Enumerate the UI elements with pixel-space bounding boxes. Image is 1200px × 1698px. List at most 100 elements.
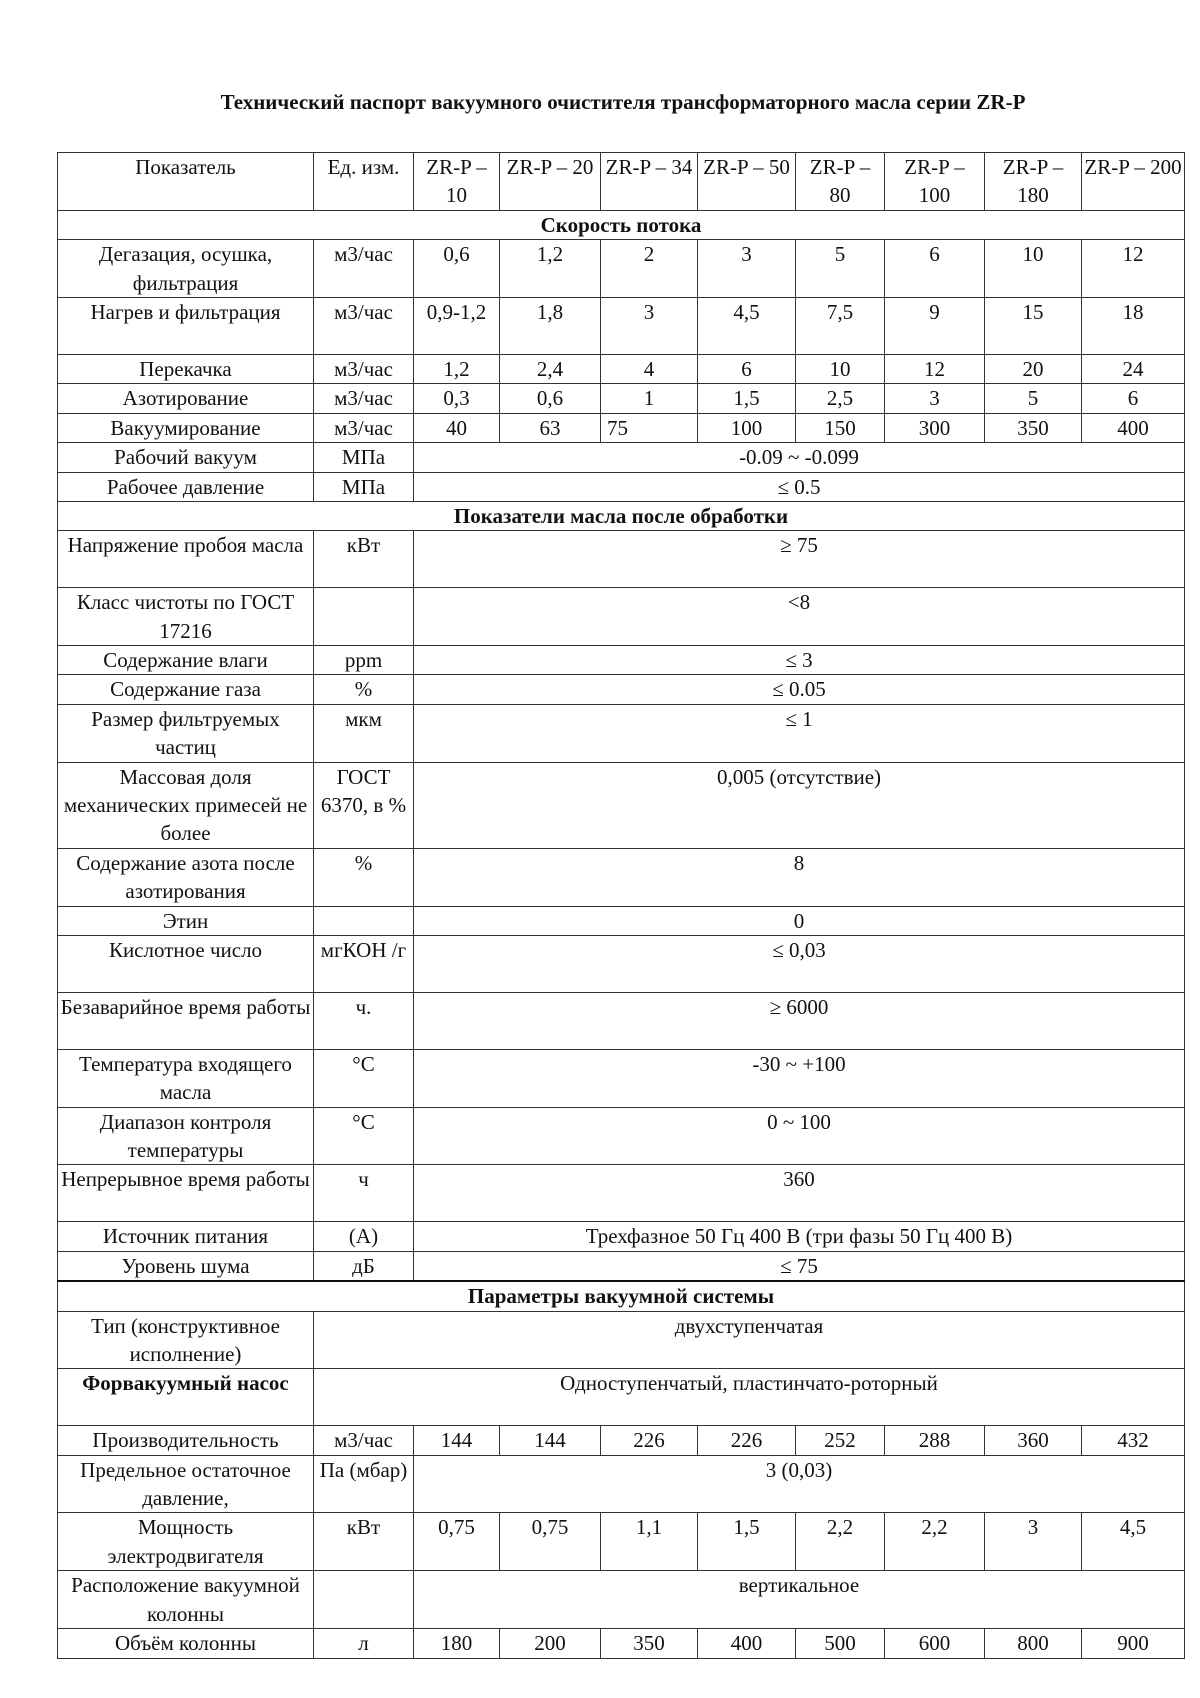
row-value: 4,5 — [697, 297, 796, 355]
row-unit: ч. — [313, 991, 414, 1050]
table-row: Форвакуумный насос Одноступенчатый, пласт… — [57, 1368, 1185, 1427]
row-unit — [313, 1570, 414, 1630]
section-header-row: Показатели масла после обработки — [57, 500, 1185, 532]
table-row: Дегазация, осушка, фильтрация м3/час 0,6 1,… — [57, 239, 1185, 299]
row-unit: ppm — [313, 645, 414, 676]
row-unit: ч — [313, 1164, 414, 1223]
row-unit: кВт — [313, 530, 414, 589]
row-value: ≤ 0.5 — [413, 471, 1185, 502]
row-unit: м3/час — [313, 383, 414, 414]
row-label: Напряжение пробоя масла — [57, 530, 314, 589]
row-label: Рабочее давление — [57, 471, 314, 502]
row-unit: дБ — [313, 1250, 414, 1282]
row-value: 800 — [984, 1628, 1082, 1659]
row-unit: (A) — [313, 1221, 414, 1252]
table-row: Напряжение пробоя масла кВт ≥ 75 — [57, 530, 1185, 589]
row-label: Производительность — [57, 1425, 314, 1456]
header-model: ZR-P – 34 — [600, 152, 698, 211]
header-indicator: Показатель — [57, 152, 314, 211]
row-value: 350 — [600, 1628, 698, 1659]
row-value: 40 — [413, 412, 500, 444]
table-row: Размер фильтруемых частиц мкм ≤ 1 — [57, 703, 1185, 763]
row-label: Класс чистоты по ГОСТ 17216 — [57, 587, 314, 647]
table-row: Вакуумирование м3/час 40 63 75 100 150 300 350 40… — [57, 412, 1185, 444]
row-value: 0,75 — [413, 1512, 500, 1572]
row-label: Рабочий вакуум — [57, 442, 314, 473]
row-unit: м3/час — [313, 297, 414, 355]
row-label: Размер фильтруемых частиц — [57, 703, 314, 763]
table-row: Производительность м3/час 144 144 226 226 252 2… — [57, 1425, 1185, 1456]
row-value: 1,8 — [499, 297, 601, 355]
row-value: -30 ~ +100 — [413, 1048, 1185, 1108]
row-unit: Па (мбар) — [313, 1454, 414, 1514]
row-value: 360 — [984, 1425, 1082, 1456]
table-row: Уровень шума дБ ≤ 75 — [57, 1250, 1185, 1282]
table-row: Мощность электродвигателя кВт 0,75 0,75 1,1 1… — [57, 1512, 1185, 1572]
row-unit — [313, 587, 414, 647]
row-value: 400 — [697, 1628, 796, 1659]
row-value: ≥ 6000 — [413, 991, 1185, 1050]
row-value: 75 — [600, 412, 698, 444]
row-value: 288 — [884, 1425, 985, 1456]
row-value: 3 (0,03) — [413, 1454, 1185, 1514]
row-value: 3 — [697, 239, 796, 299]
row-value: 150 — [795, 412, 885, 444]
row-value: ≤ 75 — [413, 1250, 1185, 1282]
row-value: 144 — [499, 1425, 601, 1456]
row-unit: кВт — [313, 1512, 414, 1572]
table-row: Содержание азота после азотирования% 8 — [57, 847, 1185, 907]
row-value: Трехфазное 50 Гц 400 В (три фазы 50 Гц 4… — [413, 1221, 1185, 1252]
table-row: Нагрев и фильтрация м3/час 0,9-1,2 1,8 3 4,5 7… — [57, 297, 1185, 355]
document-title: Технический паспорт вакуумного очистител… — [220, 90, 1026, 114]
row-value: 4,5 — [1081, 1512, 1185, 1572]
row-label: Азотирование — [57, 383, 314, 414]
header-model: ZR-P – 180 — [984, 152, 1082, 211]
row-value: 5 — [795, 239, 885, 299]
row-unit: м3/час — [313, 353, 414, 385]
row-value: 2,4 — [499, 353, 601, 385]
table-row: Содержание газа% ≤ 0.05 — [57, 674, 1185, 705]
header-model: ZR-P – 200 — [1081, 152, 1185, 211]
table-row: Тип (конструктивное исполнение) двухступе… — [57, 1310, 1185, 1370]
row-value: 0,005 (отсутствие) — [413, 761, 1185, 849]
row-label: Содержание влаги — [57, 645, 314, 676]
row-value: 600 — [884, 1628, 985, 1659]
table-row: Массовая доля механических примесей не б… — [57, 761, 1185, 849]
row-value: 500 — [795, 1628, 885, 1659]
row-value: 5 — [984, 383, 1082, 414]
row-value: 1,5 — [697, 1512, 796, 1572]
row-value: 900 — [1081, 1628, 1185, 1659]
row-value: 100 — [697, 412, 796, 444]
table-row: Рабочий вакуум МПа -0.09 ~ -0.099 — [57, 442, 1185, 473]
row-unit: м3/час — [313, 412, 414, 444]
table-row: Этин 0 — [57, 905, 1185, 937]
table-row: Расположение вакуумной колонны вертикальн… — [57, 1570, 1185, 1630]
row-label: Вакуумирование — [57, 412, 314, 444]
row-value: 226 — [697, 1425, 796, 1456]
row-value: 360 — [413, 1164, 1185, 1223]
row-label: Уровень шума — [57, 1250, 314, 1282]
row-value: Одноступенчатый, пластинчато-роторный — [313, 1368, 1185, 1427]
row-value: 1,5 — [697, 383, 796, 414]
table-row: Азотирование м3/час 0,3 0,6 1 1,5 2,5 3 5 6 — [57, 383, 1185, 414]
row-value: 1,2 — [413, 353, 500, 385]
row-unit: м3/час — [313, 1425, 414, 1456]
row-value: 3 — [884, 383, 985, 414]
row-label: Безаварийное время работы — [57, 991, 314, 1050]
row-unit: ГОСТ 6370, в % — [313, 761, 414, 849]
row-value: 252 — [795, 1425, 885, 1456]
row-label: Нагрев и фильтрация — [57, 297, 314, 355]
row-label: Предельное остаточное давление, — [57, 1454, 314, 1514]
row-label: Источник питания — [57, 1221, 314, 1252]
header-model: ZR-P – 100 — [884, 152, 985, 211]
row-value: 200 — [499, 1628, 601, 1659]
row-value: <8 — [413, 587, 1185, 647]
table-row: Безаварийное время работы ч. ≥ 6000 — [57, 991, 1185, 1050]
section-title: Скорость потока — [57, 209, 1185, 241]
section-header-row: Параметры вакуумной системы — [57, 1280, 1185, 1312]
row-value: 12 — [884, 353, 985, 385]
row-label: Этин — [57, 905, 314, 937]
table-row: Объём колонны л 180 200 350 400 500 600 800 900 — [57, 1628, 1185, 1659]
row-value: 18 — [1081, 297, 1185, 355]
section-title: Параметры вакуумной системы — [57, 1280, 1185, 1312]
